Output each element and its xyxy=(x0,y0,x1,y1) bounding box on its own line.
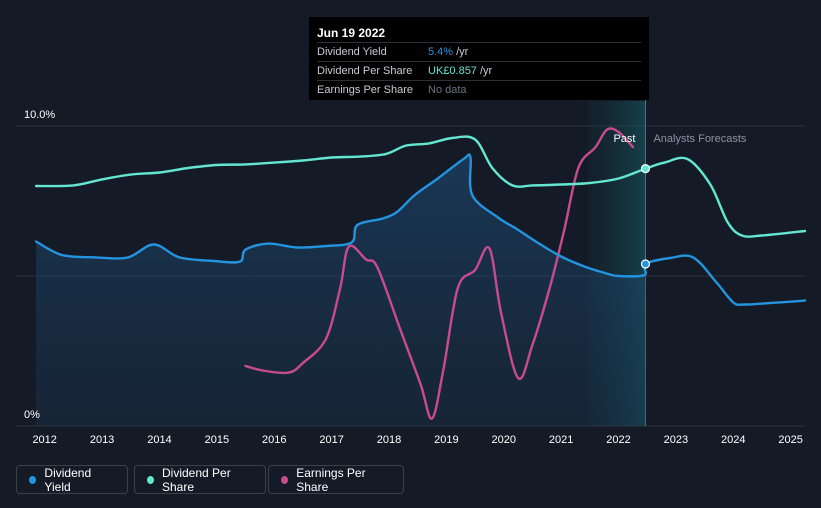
legend-dividend-per-share[interactable]: Dividend Per Share xyxy=(134,465,266,494)
tooltip: Jun 19 2022 Dividend Yield 5.4% /yr Divi… xyxy=(309,17,649,100)
tooltip-row-dividend-per-share: Dividend Per Share UK£0.857 /yr xyxy=(317,61,641,79)
tooltip-row-earnings-per-share: Earnings Per Share No data xyxy=(317,80,641,98)
x-tick-label: 2013 xyxy=(90,434,114,446)
earnings-per-share-line xyxy=(244,127,635,420)
tooltip-label: Earnings Per Share xyxy=(317,83,413,96)
forecast-label: Analysts Forecasts xyxy=(653,133,746,145)
x-tick-label: 2017 xyxy=(319,434,343,446)
legend-label: Earnings Per Share xyxy=(296,465,366,494)
x-tick-label: 2018 xyxy=(377,434,401,446)
dividend-per-share-line xyxy=(34,135,807,238)
x-tick-label: 2014 xyxy=(147,434,171,446)
tooltip-row-dividend-yield: Dividend Yield 5.4% /yr xyxy=(317,42,641,60)
legend-label: Dividend Yield xyxy=(44,465,92,494)
legend-label: Dividend Per Share xyxy=(162,465,231,494)
tooltip-label: Dividend Yield xyxy=(317,45,387,58)
past-label: Past xyxy=(613,133,635,145)
legend-dot-icon xyxy=(29,475,37,484)
y-tick-label: 0% xyxy=(24,409,40,421)
x-tick-label: 2023 xyxy=(664,434,688,446)
dividend-yield-marker xyxy=(640,259,651,269)
tooltip-value: 5.4% xyxy=(428,45,454,58)
legend-dividend-yield[interactable]: Dividend Yield xyxy=(16,465,128,494)
legend-dot-icon xyxy=(147,475,154,484)
tooltip-value: UK£0.857 xyxy=(428,64,477,77)
dividend-yield-line xyxy=(34,153,807,307)
x-tick-label: 2015 xyxy=(205,434,229,446)
legend-earnings-per-share[interactable]: Earnings Per Share xyxy=(268,465,404,494)
x-tick-label: 2024 xyxy=(721,434,745,446)
x-tick-label: 2019 xyxy=(434,434,458,446)
tooltip-unit: /yr xyxy=(456,45,469,58)
x-tick-label: 2022 xyxy=(606,434,630,446)
x-tick-label: 2016 xyxy=(262,434,286,446)
tooltip-label: Dividend Per Share xyxy=(317,64,413,77)
y-tick-label: 10.0% xyxy=(24,109,55,121)
tooltip-value: No data xyxy=(428,83,467,96)
x-tick-label: 2021 xyxy=(549,434,573,446)
x-tick-label: 2025 xyxy=(778,434,802,446)
x-tick-label: 2020 xyxy=(492,434,516,446)
tooltip-unit: /yr xyxy=(479,64,493,77)
tooltip-date: Jun 19 2022 xyxy=(317,26,386,40)
x-tick-label: 2012 xyxy=(32,434,56,446)
dividend-yield-area xyxy=(36,154,647,426)
legend-dot-icon xyxy=(281,475,289,484)
dividend-per-share-marker xyxy=(640,164,651,174)
